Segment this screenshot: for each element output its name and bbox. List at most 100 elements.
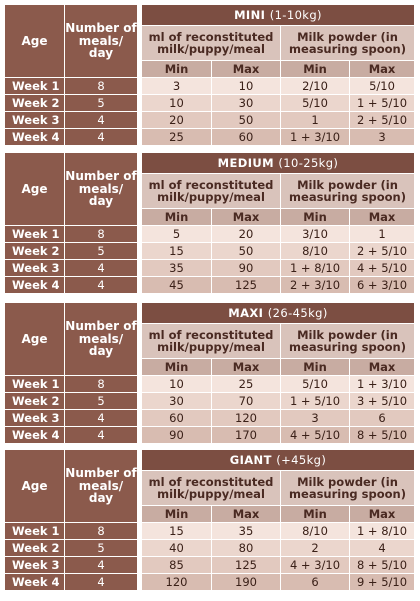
powder-min-value: 4 + 5/10 bbox=[281, 427, 350, 444]
size-category-name: MINI bbox=[234, 7, 266, 22]
powder-max-value: 8 + 5/10 bbox=[350, 427, 415, 444]
ml-max-value: 10 bbox=[212, 78, 281, 95]
size-category-title: MINI (1-10kg) bbox=[142, 5, 415, 26]
ml-min-header: Min bbox=[142, 61, 212, 78]
feeding-table-mini: Age Number of meals/ day MINI (1-10kg) m… bbox=[5, 5, 415, 146]
size-category-title: MEDIUM (10-25kg) bbox=[142, 153, 415, 174]
meals-count: 4 bbox=[65, 112, 138, 129]
reconstituted-milk-header: ml of reconstituted milk/puppy/meal bbox=[142, 324, 281, 359]
ml-min-value: 90 bbox=[142, 427, 212, 444]
week-label: Week 1 bbox=[5, 226, 65, 243]
week-label: Week 4 bbox=[5, 427, 65, 444]
powder-max-value: 5/10 bbox=[350, 78, 415, 95]
week-label: Week 1 bbox=[5, 523, 65, 540]
feeding-table-medium: Age Number of meals/ day MEDIUM (10-25kg… bbox=[5, 153, 415, 294]
ml-max-value: 125 bbox=[212, 277, 281, 294]
week-label: Week 3 bbox=[5, 557, 65, 574]
ml-min-value: 10 bbox=[142, 95, 212, 112]
meals-count: 4 bbox=[65, 129, 138, 146]
powder-max-value: 3 + 5/10 bbox=[350, 393, 415, 410]
ml-max-value: 20 bbox=[212, 226, 281, 243]
age-header: Age bbox=[5, 153, 65, 226]
reconstituted-milk-header: ml of reconstituted milk/puppy/meal bbox=[142, 174, 281, 209]
meals-per-day-header: Number of meals/ day bbox=[65, 153, 138, 226]
ml-min-header: Min bbox=[142, 506, 212, 523]
ml-max-value: 50 bbox=[212, 112, 281, 129]
ml-max-header: Max bbox=[212, 209, 281, 226]
powder-max-value: 1 + 8/10 bbox=[350, 523, 415, 540]
size-category-name: MAXI bbox=[228, 305, 264, 320]
powder-min-value: 5/10 bbox=[281, 95, 350, 112]
age-header: Age bbox=[5, 450, 65, 523]
ml-min-value: 20 bbox=[142, 112, 212, 129]
meals-count: 8 bbox=[65, 523, 138, 540]
powder-min-value: 6 bbox=[281, 574, 350, 591]
meals-count: 5 bbox=[65, 243, 138, 260]
ml-min-header: Min bbox=[142, 209, 212, 226]
week-label: Week 3 bbox=[5, 410, 65, 427]
ml-max-header: Max bbox=[212, 61, 281, 78]
ml-max-value: 30 bbox=[212, 95, 281, 112]
powder-min-value: 2 bbox=[281, 540, 350, 557]
ml-max-value: 120 bbox=[212, 410, 281, 427]
meals-count: 4 bbox=[65, 574, 138, 591]
size-category-name: GIANT bbox=[229, 452, 272, 467]
powder-max-value: 9 + 5/10 bbox=[350, 574, 415, 591]
powder-min-value: 3/10 bbox=[281, 226, 350, 243]
powder-min-value: 1 + 3/10 bbox=[281, 129, 350, 146]
meals-count: 4 bbox=[65, 260, 138, 277]
size-category-name: MEDIUM bbox=[217, 155, 274, 170]
milk-powder-header: Milk powder (in measuring spoon) bbox=[281, 26, 415, 61]
powder-max-value: 4 bbox=[350, 540, 415, 557]
weight-range: (1-10kg) bbox=[269, 7, 322, 22]
meals-per-day-header: Number of meals/ day bbox=[65, 450, 138, 523]
ml-max-value: 50 bbox=[212, 243, 281, 260]
powder-min-value: 1 + 8/10 bbox=[281, 260, 350, 277]
meals-count: 4 bbox=[65, 557, 138, 574]
meals-count: 4 bbox=[65, 427, 138, 444]
powder-min-header: Min bbox=[281, 61, 350, 78]
powder-min-value: 1 bbox=[281, 112, 350, 129]
size-category-title: GIANT (+45kg) bbox=[142, 450, 415, 471]
ml-min-value: 40 bbox=[142, 540, 212, 557]
ml-max-value: 35 bbox=[212, 523, 281, 540]
powder-max-value: 1 + 5/10 bbox=[350, 95, 415, 112]
ml-min-value: 60 bbox=[142, 410, 212, 427]
meals-count: 8 bbox=[65, 376, 138, 393]
reconstituted-milk-header: ml of reconstituted milk/puppy/meal bbox=[142, 471, 281, 506]
powder-max-value: 4 + 5/10 bbox=[350, 260, 415, 277]
powder-min-value: 1 + 5/10 bbox=[281, 393, 350, 410]
ml-max-value: 60 bbox=[212, 129, 281, 146]
ml-max-value: 125 bbox=[212, 557, 281, 574]
ml-min-value: 45 bbox=[142, 277, 212, 294]
powder-min-header: Min bbox=[281, 209, 350, 226]
week-label: Week 4 bbox=[5, 574, 65, 591]
milk-powder-header: Milk powder (in measuring spoon) bbox=[281, 174, 415, 209]
meals-count: 4 bbox=[65, 277, 138, 294]
powder-max-value: 8 + 5/10 bbox=[350, 557, 415, 574]
powder-max-value: 1 bbox=[350, 226, 415, 243]
ml-min-value: 15 bbox=[142, 523, 212, 540]
powder-max-header: Max bbox=[350, 209, 415, 226]
meals-count: 5 bbox=[65, 95, 138, 112]
milk-powder-header: Milk powder (in measuring spoon) bbox=[281, 324, 415, 359]
ml-max-value: 90 bbox=[212, 260, 281, 277]
powder-min-value: 5/10 bbox=[281, 376, 350, 393]
ml-min-value: 30 bbox=[142, 393, 212, 410]
week-label: Week 3 bbox=[5, 112, 65, 129]
meals-count: 8 bbox=[65, 78, 138, 95]
ml-max-header: Max bbox=[212, 506, 281, 523]
powder-min-header: Min bbox=[281, 359, 350, 376]
powder-min-value: 2 + 3/10 bbox=[281, 277, 350, 294]
powder-min-value: 3 bbox=[281, 410, 350, 427]
powder-max-header: Max bbox=[350, 359, 415, 376]
meals-per-day-header: Number of meals/ day bbox=[65, 5, 138, 78]
powder-max-header: Max bbox=[350, 506, 415, 523]
week-label: Week 1 bbox=[5, 376, 65, 393]
week-label: Week 2 bbox=[5, 95, 65, 112]
ml-max-value: 190 bbox=[212, 574, 281, 591]
powder-min-header: Min bbox=[281, 506, 350, 523]
powder-max-value: 2 + 5/10 bbox=[350, 243, 415, 260]
powder-max-value: 1 + 3/10 bbox=[350, 376, 415, 393]
ml-min-value: 15 bbox=[142, 243, 212, 260]
